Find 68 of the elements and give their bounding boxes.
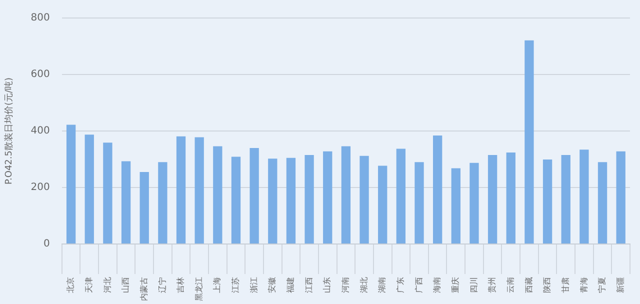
x-tick-label: 河北 <box>102 277 112 293</box>
x-tick-label: 河南 <box>341 277 350 293</box>
bar <box>268 158 278 244</box>
bar <box>103 142 112 244</box>
x-tick-label: 甘肃 <box>560 277 570 293</box>
bar <box>414 162 424 244</box>
x-tick-label: 陕西 <box>542 277 552 293</box>
x-tick-label: 广东 <box>396 277 405 293</box>
bar <box>121 161 131 244</box>
bar <box>176 136 186 244</box>
x-tick-label: 浙江 <box>249 277 258 293</box>
bar <box>304 155 314 244</box>
bar <box>323 151 332 244</box>
bar <box>616 151 626 244</box>
bar <box>598 162 608 244</box>
bar <box>396 148 406 244</box>
bar <box>432 136 442 244</box>
bar <box>213 146 222 244</box>
y-tick-label: 600 <box>30 69 50 80</box>
bar <box>158 162 168 244</box>
bar <box>231 156 241 244</box>
x-tick-label: 山东 <box>322 277 332 293</box>
x-tick-label: 新疆 <box>616 277 625 293</box>
x-tick-label: 湖南 <box>378 277 387 293</box>
x-tick-label: 重庆 <box>450 277 460 293</box>
bar <box>341 146 351 244</box>
x-tick-label: 广西 <box>414 277 424 293</box>
bar <box>140 172 149 244</box>
x-tick-label: 贵州 <box>488 277 497 293</box>
bar <box>506 152 516 244</box>
x-tick-label: 四川 <box>469 277 478 293</box>
bar <box>360 156 369 244</box>
x-tick-label: 吉林 <box>176 277 186 293</box>
y-axis-title: P.O42.5散装日均价(元/吨) <box>4 77 15 185</box>
x-tick-label: 江西 <box>304 277 314 293</box>
bar <box>470 162 479 244</box>
bar <box>286 158 296 244</box>
x-tick-label: 江苏 <box>231 277 240 293</box>
x-tick-label: 上海 <box>212 277 222 293</box>
bar <box>451 168 460 244</box>
y-tick-label: 400 <box>30 126 50 137</box>
bar <box>524 40 534 244</box>
bar <box>378 166 388 244</box>
x-tick-label: 青海 <box>579 277 588 293</box>
x-tick-label: 西藏 <box>524 277 534 293</box>
x-tick-label: 内蒙古 <box>139 277 148 301</box>
bar <box>580 150 589 244</box>
bar <box>561 155 570 244</box>
x-tick-label: 宁夏 <box>598 277 607 293</box>
bar <box>84 134 94 244</box>
x-tick-label: 湖北 <box>359 277 368 293</box>
x-tick-label: 辽宁 <box>158 277 167 293</box>
x-tick-label: 北京 <box>66 277 76 293</box>
x-tick-label: 安徽 <box>268 277 277 293</box>
x-tick-label: 天津 <box>84 277 94 293</box>
bar <box>66 124 76 244</box>
bar <box>488 155 498 244</box>
x-tick-label: 云南 <box>506 277 515 293</box>
y-tick-label: 0 <box>44 238 50 250</box>
bar <box>194 137 204 244</box>
y-tick-label: 200 <box>30 182 50 194</box>
y-tick-label: 800 <box>30 12 50 24</box>
x-tick-label: 黑龙江 <box>194 277 204 301</box>
x-tick-label: 山西 <box>121 277 130 293</box>
bar <box>250 148 259 244</box>
x-tick-label: 福建 <box>286 277 296 293</box>
bar <box>542 160 552 244</box>
x-tick-label: 海南 <box>432 277 442 293</box>
